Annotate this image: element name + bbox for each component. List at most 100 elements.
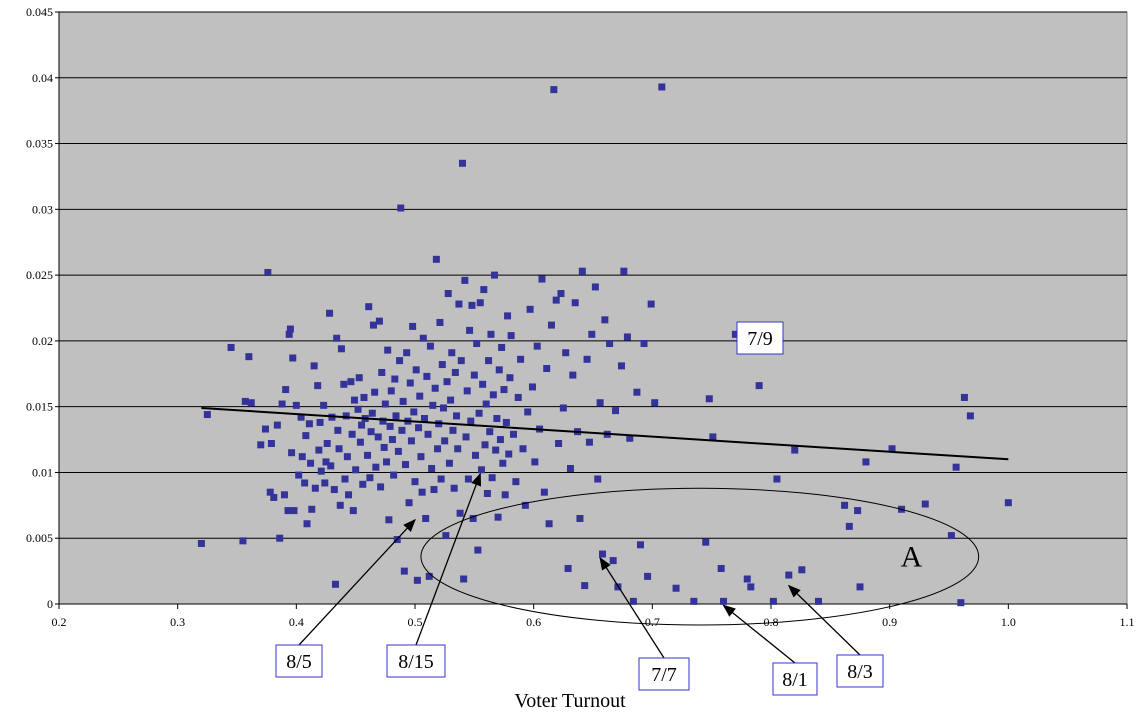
data-point: [461, 276, 469, 284]
data-point: [396, 357, 404, 365]
data-point: [499, 459, 507, 467]
data-point: [475, 409, 483, 417]
data-point: [366, 474, 374, 482]
data-point: [424, 430, 432, 438]
data-point: [543, 365, 551, 373]
x-tick-label: 0.8: [764, 615, 779, 629]
data-point: [1004, 499, 1012, 507]
data-point: [533, 342, 541, 350]
data-point: [400, 567, 408, 575]
data-point: [197, 539, 205, 547]
data-point: [720, 597, 728, 605]
data-point: [731, 330, 739, 338]
data-point: [514, 393, 522, 401]
data-point: [322, 458, 330, 466]
data-point: [367, 428, 375, 436]
data-point: [441, 437, 449, 445]
data-point: [519, 445, 527, 453]
data-point: [472, 451, 480, 459]
data-point: [496, 436, 504, 444]
data-point: [585, 438, 593, 446]
data-point: [966, 412, 974, 420]
data-point: [348, 430, 356, 438]
data-point: [439, 404, 447, 412]
data-point: [364, 451, 372, 459]
data-point: [406, 379, 414, 387]
data-point: [450, 484, 458, 492]
annotation-arrow: [722, 604, 796, 664]
data-point: [464, 475, 472, 483]
annotation-box: [386, 644, 446, 678]
data-point: [295, 471, 303, 479]
data-point: [526, 305, 534, 313]
data-point: [505, 450, 513, 458]
data-point: [354, 405, 362, 413]
data-point: [447, 396, 455, 404]
data-point: [320, 401, 328, 409]
y-tick-label: 0.045: [26, 5, 53, 19]
data-point: [583, 355, 591, 363]
y-tick-label: 0.03: [32, 202, 53, 216]
data-point: [489, 391, 497, 399]
data-point: [334, 426, 342, 434]
data-point: [385, 516, 393, 524]
data-point: [504, 312, 512, 320]
data-point: [203, 411, 211, 419]
data-point: [481, 441, 489, 449]
data-point: [487, 330, 495, 338]
data-point: [506, 374, 514, 382]
annotation-box: [836, 654, 884, 688]
data-point: [270, 493, 278, 501]
data-point: [418, 488, 426, 496]
annotation-text: 8/3: [847, 661, 873, 683]
data-point: [458, 159, 466, 167]
data-point: [709, 433, 717, 441]
data-point: [552, 296, 560, 304]
data-point: [412, 366, 420, 374]
data-point: [331, 580, 339, 588]
data-point: [323, 440, 331, 448]
data-point: [540, 488, 548, 496]
data-point: [437, 475, 445, 483]
data-point: [747, 583, 755, 591]
data-point: [856, 583, 864, 591]
data-point: [443, 378, 451, 386]
data-point: [399, 397, 407, 405]
data-point: [398, 426, 406, 434]
data-point: [347, 378, 355, 386]
data-point: [341, 475, 349, 483]
data-point: [422, 514, 430, 522]
data-point: [617, 362, 625, 370]
y-tick-label: 0.015: [26, 400, 53, 414]
region-ellipse: [420, 487, 980, 626]
data-point: [311, 484, 319, 492]
data-point: [239, 537, 247, 545]
data-point: [500, 386, 508, 394]
x-tick-label: 0.4: [289, 615, 304, 629]
data-point: [257, 441, 265, 449]
data-point: [411, 478, 419, 486]
data-point: [403, 349, 411, 357]
data-point: [321, 479, 329, 487]
annotation-arrow: [298, 518, 416, 646]
data-point: [432, 255, 440, 263]
data-point: [390, 471, 398, 479]
data-point: [769, 597, 777, 605]
data-point: [410, 408, 418, 416]
annotation-text: 8/1: [782, 669, 808, 691]
data-point: [303, 520, 311, 528]
data-point: [448, 349, 456, 357]
data-point: [743, 575, 751, 583]
data-point: [524, 408, 532, 416]
data-point: [307, 459, 315, 467]
annotations: 7/9 8/5 8/15 7/7 8/1 8/3: [275, 321, 884, 696]
annotation-arrow: [415, 472, 482, 646]
data-point: [705, 395, 713, 403]
data-point: [493, 415, 501, 423]
annotation-box: [736, 321, 784, 355]
data-point: [355, 374, 363, 382]
data-point: [429, 401, 437, 409]
gridlines: [55, 11, 1127, 605]
data-point: [555, 440, 563, 448]
annotation-arrow: [787, 584, 861, 656]
